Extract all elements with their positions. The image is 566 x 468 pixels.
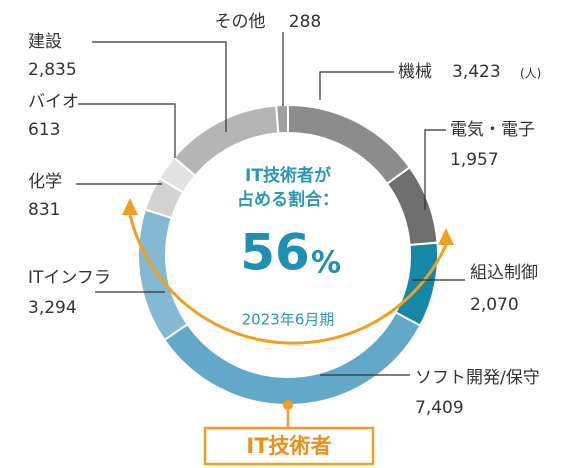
arrow-head <box>122 198 138 215</box>
value-label: 831 <box>28 200 60 220</box>
center-title: 占める割合： <box>237 189 339 210</box>
leader-line <box>424 129 446 210</box>
value-label: 288 <box>289 12 321 32</box>
bracket-box <box>203 426 375 466</box>
segment <box>157 156 197 194</box>
segment <box>287 103 412 186</box>
category-label: ソフト開発/保守 <box>415 368 540 388</box>
category-label: その他 <box>215 12 266 32</box>
value-label: 3,294 <box>28 298 77 318</box>
category-label: ITインフラ <box>28 268 111 288</box>
leader-line <box>78 103 176 158</box>
value-label: 613 <box>28 120 60 140</box>
category-label: バイオ <box>28 92 79 112</box>
center-value: 56 <box>240 224 310 282</box>
bracket-label: IT技術者 <box>246 434 331 458</box>
unit-label: (人) <box>520 67 541 81</box>
value-label: 7,409 <box>415 398 464 418</box>
arrow-head <box>438 228 454 245</box>
bracket-arc <box>128 214 448 345</box>
center-title: IT技術者が <box>245 165 331 186</box>
segment <box>172 104 280 178</box>
center-note: 2023年6月期 <box>242 311 335 329</box>
segment <box>385 165 439 246</box>
center-unit: % <box>311 246 341 281</box>
category-label: 化学 <box>28 172 62 192</box>
category-label: 電気・電子 <box>450 120 535 140</box>
category-label: 機械 <box>398 62 432 82</box>
value-label: 1,957 <box>450 150 499 170</box>
leader-line <box>92 41 227 132</box>
category-label: 組込制御 <box>470 263 538 283</box>
segment <box>143 176 185 220</box>
segment <box>394 241 439 327</box>
value-label: 3,423 <box>452 62 501 82</box>
value-label: 2,070 <box>470 295 519 315</box>
segment <box>163 311 422 406</box>
leader-line <box>319 71 394 100</box>
category-label: 建設 <box>28 32 62 52</box>
segment <box>137 208 189 342</box>
value-label: 2,835 <box>28 60 77 80</box>
bracket-dot <box>283 400 293 410</box>
